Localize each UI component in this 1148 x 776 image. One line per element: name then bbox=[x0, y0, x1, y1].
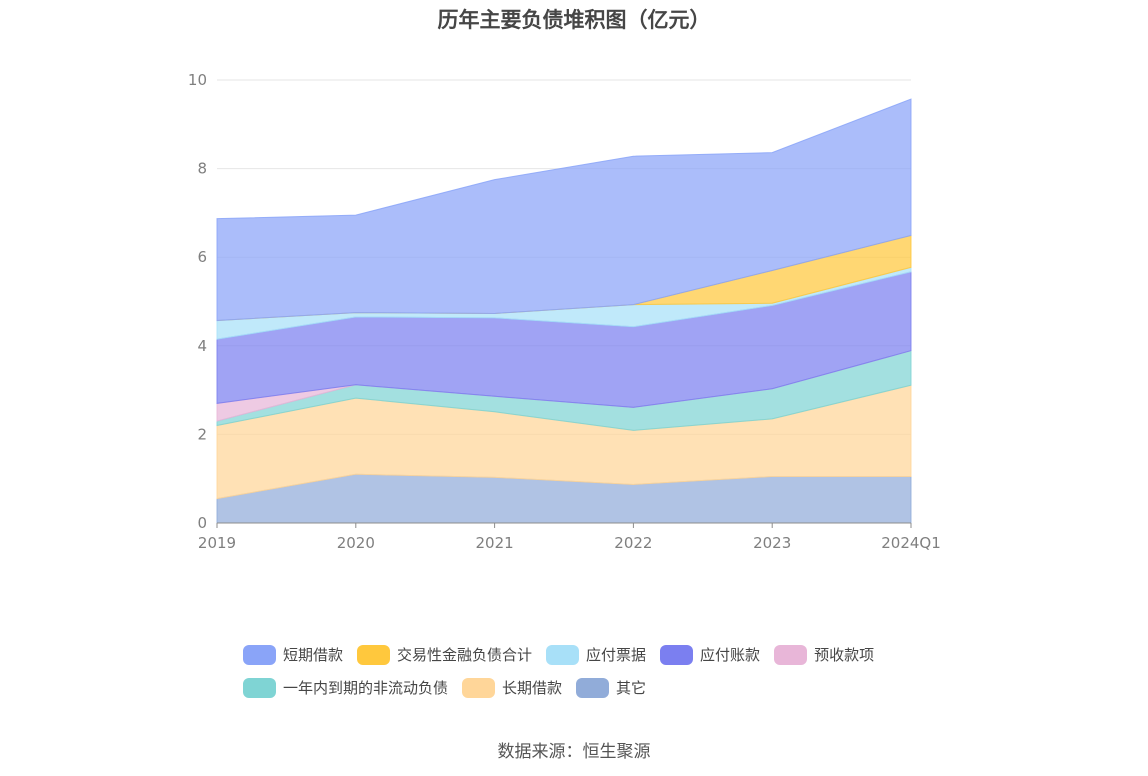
y-tick-label: 6 bbox=[197, 248, 207, 266]
legend-label: 应付账款 bbox=[700, 646, 761, 664]
x-tick-label: 2024Q1 bbox=[881, 534, 941, 552]
legend-swatch bbox=[462, 677, 496, 698]
data-source-note: 数据来源：恒生聚源 bbox=[497, 742, 651, 762]
legend-swatch bbox=[774, 644, 808, 665]
legend-label: 长期借款 bbox=[502, 679, 563, 697]
x-tick-label: 2022 bbox=[614, 534, 652, 552]
legend-row-1: 短期借款 交易性金融负债合计 应付票据 应付账款 预收款项 bbox=[0, 638, 1148, 671]
legend-label: 交易性金融负债合计 bbox=[397, 646, 533, 664]
y-tick-label: 10 bbox=[188, 71, 207, 89]
area-series-其它 bbox=[216, 473, 912, 524]
legend-swatch bbox=[576, 677, 610, 698]
legend-row-2: 一年内到期的非流动负债 长期借款 其它 bbox=[0, 671, 1148, 704]
y-tick-label: 0 bbox=[197, 514, 207, 532]
chart-title: 历年主要负债堆积图（亿元） bbox=[437, 8, 711, 32]
x-tick-label: 2021 bbox=[476, 534, 514, 552]
legend-label: 其它 bbox=[616, 679, 647, 697]
x-tick-label: 2019 bbox=[198, 534, 236, 552]
legend-label: 一年内到期的非流动负债 bbox=[283, 679, 449, 697]
legend-item[interactable]: 应付账款 bbox=[660, 644, 760, 665]
legend-swatch bbox=[660, 644, 694, 665]
x-tick-label: 2020 bbox=[337, 534, 375, 552]
legend-swatch bbox=[546, 644, 580, 665]
legend-item[interactable]: 一年内到期的非流动负债 bbox=[243, 677, 448, 698]
legend-label: 预收款项 bbox=[814, 646, 875, 664]
legend-swatch bbox=[243, 677, 276, 698]
y-tick-label: 2 bbox=[197, 425, 207, 443]
legend-item[interactable]: 交易性金融负债合计 bbox=[357, 644, 532, 665]
legend-item[interactable]: 预收款项 bbox=[774, 644, 874, 665]
legend-item[interactable]: 短期借款 bbox=[243, 644, 343, 665]
legend-item[interactable]: 其它 bbox=[576, 677, 646, 698]
y-tick-label: 4 bbox=[197, 337, 207, 355]
legend: 短期借款 交易性金融负债合计 应付票据 应付账款 预收款项 一年内到期的非流动负债 长期借… bbox=[0, 638, 1148, 704]
x-tick-label: 2023 bbox=[753, 534, 791, 552]
area-series-短期借款 bbox=[216, 98, 912, 322]
legend-item[interactable]: 应付票据 bbox=[546, 644, 646, 665]
stacked-area-chart: 0 2 4 6 8 10 2019 2020 2021 2022 2023 2024Q1 bbox=[188, 71, 941, 552]
legend-label: 短期借款 bbox=[283, 646, 344, 664]
legend-swatch bbox=[243, 644, 276, 665]
legend-swatch bbox=[357, 644, 391, 665]
legend-label: 应付票据 bbox=[586, 646, 647, 664]
legend-item[interactable]: 长期借款 bbox=[462, 677, 562, 698]
y-tick-label: 8 bbox=[197, 160, 207, 178]
